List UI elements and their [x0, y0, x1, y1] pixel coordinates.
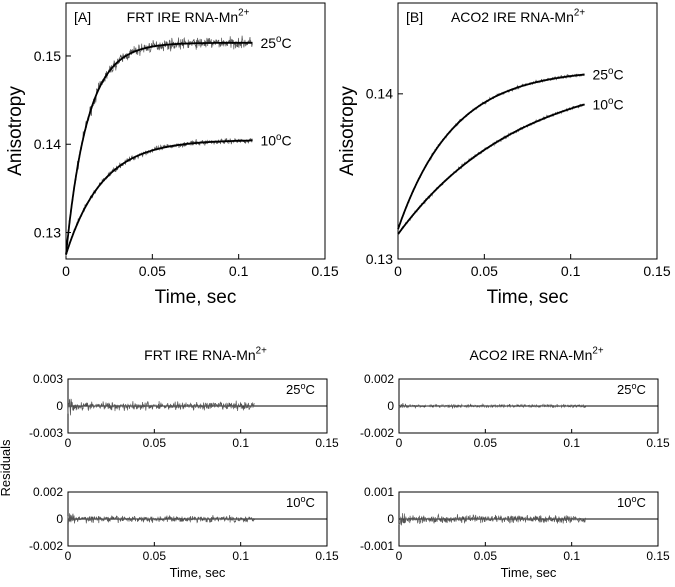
series-data-0 [65, 35, 253, 257]
series-fit-0 [65, 41, 253, 255]
series-fit-0 [397, 73, 585, 230]
residual-label: 10oC [617, 494, 646, 510]
residual-label: 10oC [286, 494, 315, 510]
y-tick-label: 0.13 [366, 251, 393, 267]
x-tick-label: 0.15 [315, 549, 339, 563]
x-tick-label: 0 [62, 263, 70, 279]
residual-label: 25oC [286, 381, 315, 397]
residual-trace [398, 403, 586, 410]
chart-title: ACO2 IRE RNA-Mn2+ [451, 8, 585, 25]
chart-B: 0 0.05 0.1 0.15 0.13 0.14 Time, sec Anisotropy [… [337, 2, 671, 308]
x-tick-label: 0.1 [229, 263, 249, 279]
y-tick-label: -0.001 [360, 539, 394, 553]
chart-title: FRT IRE RNA-Mn2+ [127, 8, 250, 25]
residuals-title: ACO2 IRE RNA-Mn2+ [469, 346, 603, 363]
y-tick-label: 0.003 [33, 372, 63, 386]
series-fit-1 [397, 103, 585, 235]
x-tick-label: 0.1 [561, 263, 581, 279]
x-tick-label: 0.15 [315, 436, 339, 450]
residual-trace [67, 398, 255, 416]
x-tick-label: 0.05 [143, 436, 167, 450]
y-tick-label: 0 [56, 512, 63, 526]
x-tick-label: 0 [396, 436, 403, 450]
x-axis-label: Time, sec [501, 565, 557, 580]
y-tick-label: 0.14 [366, 86, 393, 102]
x-axis-label: Time, sec [487, 287, 569, 308]
x-tick-label: 0 [394, 263, 402, 279]
y-tick-label: 0.002 [33, 485, 63, 499]
y-tick-label: 0.14 [34, 136, 61, 152]
plot-frame [65, 2, 326, 260]
series-data-1 [65, 138, 253, 256]
y-tick-label: 0 [387, 399, 394, 413]
panel-label: [B] [406, 9, 423, 25]
x-tick-label: 0.1 [563, 549, 580, 563]
y-tick-label: -0.003 [29, 426, 63, 440]
x-tick-label: 0.05 [474, 549, 498, 563]
y-tick-label: -0.002 [29, 539, 63, 553]
x-tick-label: 0 [65, 436, 72, 450]
x-axis-label: Time, sec [170, 565, 226, 580]
x-tick-label: 0.05 [474, 436, 498, 450]
series-data-1 [397, 103, 585, 236]
residual-trace [398, 513, 586, 526]
x-tick-label: 0.15 [643, 263, 670, 279]
series-data-0 [397, 73, 585, 230]
y-tick-label: 0 [56, 399, 63, 413]
y-tick-label: 0.001 [364, 485, 394, 499]
x-tick-label: 0.05 [143, 549, 167, 563]
x-tick-label: 0.15 [311, 263, 338, 279]
plot-frame [397, 2, 658, 260]
x-tick-label: 0.1 [563, 436, 580, 450]
x-tick-label: 0.1 [232, 549, 249, 563]
series-label: 25oC [592, 66, 623, 83]
x-tick-label: 0.15 [646, 436, 670, 450]
x-tick-label: 0 [396, 549, 403, 563]
y-axis-label: Anisotropy [337, 86, 358, 176]
y-tick-label: 0.13 [34, 224, 61, 240]
residual-trace [67, 513, 255, 525]
x-tick-label: 0.1 [232, 436, 249, 450]
y-tick-label: -0.002 [360, 426, 394, 440]
x-tick-label: 0.05 [139, 263, 166, 279]
residuals-ylabel: Residuals [0, 439, 13, 497]
x-axis-label: Time, sec [155, 287, 237, 308]
residuals-title: FRT IRE RNA-Mn2+ [144, 346, 267, 363]
residual-label: 25oC [617, 381, 646, 397]
chart-A: 0 0.05 0.1 0.15 0.13 0.14 0.15 Time, sec Anisotr… [5, 2, 339, 308]
y-tick-label: 0.15 [34, 48, 61, 64]
series-fit-1 [65, 139, 253, 255]
series-label: 25oC [260, 34, 291, 51]
x-tick-label: 0 [65, 549, 72, 563]
series-label: 10oC [592, 96, 623, 113]
series-label: 10oC [260, 132, 291, 149]
panel-label: [A] [74, 9, 91, 25]
x-tick-label: 0.15 [646, 549, 670, 563]
y-tick-label: 0.002 [364, 372, 394, 386]
x-tick-label: 0.05 [471, 263, 498, 279]
y-tick-label: 0 [387, 512, 394, 526]
y-axis-label: Anisotropy [5, 86, 26, 176]
